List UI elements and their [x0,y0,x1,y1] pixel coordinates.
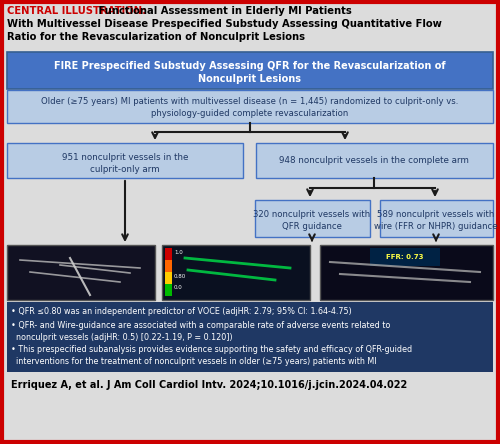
Text: 951 nonculprit vessels in the: 951 nonculprit vessels in the [62,153,188,162]
FancyBboxPatch shape [165,272,172,284]
Text: Older (≥75 years) MI patients with multivessel disease (n = 1,445) randomized to: Older (≥75 years) MI patients with multi… [42,97,459,106]
Text: • QFR- and Wire-guidance are associated with a comparable rate of adverse events: • QFR- and Wire-guidance are associated … [11,321,390,330]
Text: FFR: 0.73: FFR: 0.73 [386,254,424,260]
FancyBboxPatch shape [7,245,155,300]
FancyBboxPatch shape [370,248,440,266]
FancyBboxPatch shape [320,245,493,300]
Text: 320 nonculprit vessels with: 320 nonculprit vessels with [254,210,370,219]
Text: Erriquez A, et al. J Am Coll Cardiol Intv. 2024;10.1016/j.jcin.2024.04.022: Erriquez A, et al. J Am Coll Cardiol Int… [11,380,407,390]
Text: interventions for the treatment of nonculprit vessels in older (≥75 years) patie: interventions for the treatment of noncu… [11,357,376,366]
Text: With Multivessel Disease Prespecified Substudy Assessing Quantitative Flow: With Multivessel Disease Prespecified Su… [7,19,442,29]
Text: • QFR ≤0.80 was an independent predictor of VOCE (adjHR: 2.79; 95% CI: 1.64-4.75: • QFR ≤0.80 was an independent predictor… [11,307,352,316]
Text: culprit-only arm: culprit-only arm [90,165,160,174]
FancyBboxPatch shape [7,90,493,123]
Text: QFR guidance: QFR guidance [282,222,342,231]
FancyBboxPatch shape [255,200,370,237]
Text: 0.0: 0.0 [174,285,183,290]
Text: Ratio for the Revascularization of Nonculprit Lesions: Ratio for the Revascularization of Noncu… [7,32,305,42]
Text: CENTRAL ILLUSTRATION:: CENTRAL ILLUSTRATION: [7,6,146,16]
FancyBboxPatch shape [7,143,243,178]
Text: 0.80: 0.80 [174,274,186,279]
Text: 948 nonculprit vessels in the complete arm: 948 nonculprit vessels in the complete a… [279,155,469,164]
FancyBboxPatch shape [165,284,172,296]
Text: Functional Assessment in Elderly MI Patients: Functional Assessment in Elderly MI Pati… [95,6,351,16]
Text: nonculprit vessels (adjHR: 0.5) [0.22-1.19, P = 0.120]): nonculprit vessels (adjHR: 0.5) [0.22-1.… [11,333,232,342]
Text: Nonculprit Lesions: Nonculprit Lesions [198,74,302,84]
FancyBboxPatch shape [380,200,493,237]
Text: 1.0: 1.0 [174,250,183,255]
FancyBboxPatch shape [165,248,172,260]
FancyBboxPatch shape [7,52,493,89]
FancyBboxPatch shape [7,302,493,372]
Text: • This prespecified subanalysis provides evidence supporting the safety and effi: • This prespecified subanalysis provides… [11,345,412,354]
Text: physiology-guided complete revascularization: physiology-guided complete revasculariza… [152,109,348,118]
FancyBboxPatch shape [256,143,493,178]
Text: FIRE Prespecified Substudy Assessing QFR for the Revascularization of: FIRE Prespecified Substudy Assessing QFR… [54,61,446,71]
FancyBboxPatch shape [165,260,172,272]
Text: wire (FFR or NHPR) guidance: wire (FFR or NHPR) guidance [374,222,498,231]
FancyBboxPatch shape [162,245,310,300]
Text: 589 nonculprit vessels with: 589 nonculprit vessels with [378,210,494,219]
